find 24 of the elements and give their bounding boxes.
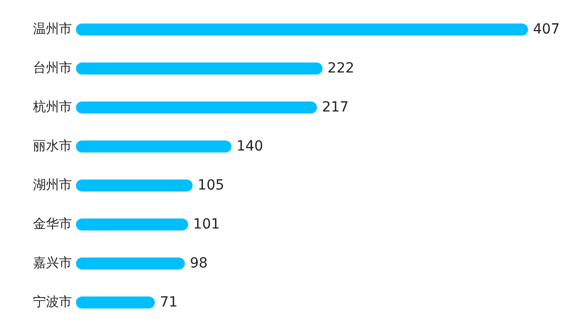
data-label: 71 — [160, 294, 178, 310]
data-label: 101 — [193, 216, 220, 232]
y-tick-label: 湖州市 — [33, 178, 72, 193]
bar — [76, 296, 155, 308]
data-label: 105 — [198, 178, 224, 194]
data-label: 217 — [322, 100, 349, 116]
bar — [76, 102, 317, 114]
data-label: 98 — [190, 256, 208, 272]
y-tick-label: 台州市 — [33, 61, 72, 76]
y-tick-label: 嘉兴市 — [33, 256, 72, 271]
y-tick-label: 杭州市 — [32, 100, 72, 115]
y-tick-label: 丽水市 — [33, 139, 72, 154]
bar — [76, 62, 323, 74]
y-tick-label: 宁波市 — [33, 294, 72, 310]
bar — [76, 218, 188, 230]
bar — [76, 258, 185, 270]
data-label: 407 — [533, 22, 560, 38]
bar — [76, 140, 232, 152]
y-tick-label: 金华市 — [33, 217, 72, 232]
data-label: 222 — [328, 60, 354, 76]
bar — [76, 180, 193, 192]
data-label: 140 — [236, 138, 264, 154]
y-tick-label: 温州市 — [33, 22, 72, 37]
bar — [76, 24, 528, 36]
